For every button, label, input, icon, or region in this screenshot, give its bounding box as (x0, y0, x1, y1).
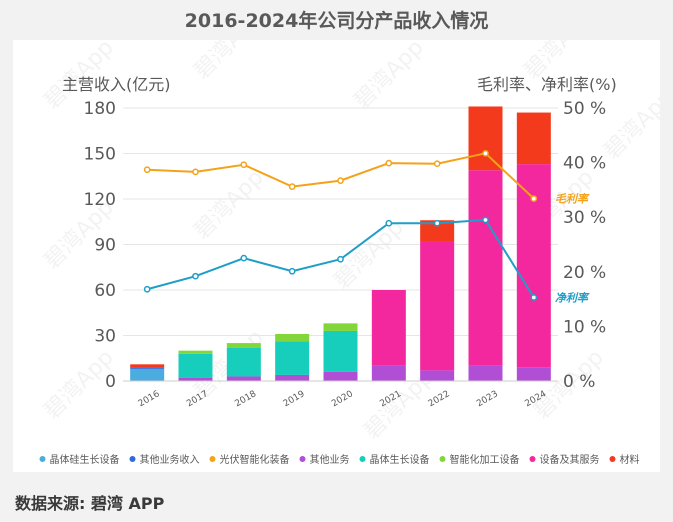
right-axis-title: 毛利率、净利率(%) (477, 75, 617, 94)
source-note: 数据来源: 碧湾 APP (15, 494, 165, 513)
bar-segment (420, 370, 455, 381)
bar-segment (516, 367, 551, 381)
line-point (240, 161, 248, 169)
watermark-text: 碧湾App (600, 85, 660, 164)
legend-label: 其他业务收入 (140, 453, 200, 466)
legend-marker (359, 456, 366, 462)
bar-segment (226, 376, 261, 381)
bar-segment (226, 347, 261, 377)
y-right-tick: 10 % (563, 317, 606, 337)
line-point (433, 219, 441, 227)
legend-label: 光伏智能化装备 (220, 453, 290, 466)
bar-segment (371, 365, 406, 381)
line-point (337, 177, 344, 184)
line-point (385, 219, 393, 227)
line-point (482, 216, 489, 224)
legend-marker (299, 456, 306, 462)
bar-segment (516, 112, 551, 165)
legend-label: 晶体硅生长设备 (50, 453, 120, 466)
line-point (192, 168, 199, 176)
bar-segment (420, 220, 455, 242)
y-right-tick: 40 % (563, 154, 606, 174)
legend-label: 其他业务 (310, 453, 350, 466)
bar-segment (178, 353, 213, 378)
line-point (192, 272, 199, 280)
legend-label: 设备及其服务 (540, 453, 600, 466)
bar-segment (323, 330, 358, 372)
watermark-text: 碧湾App (190, 40, 269, 84)
y-right-tick: 0 % (563, 372, 595, 392)
line-point (143, 166, 151, 174)
line-point (530, 195, 538, 202)
bar-segment (275, 374, 310, 381)
line-label: 净利率 (555, 291, 590, 304)
bar-segment (275, 333, 310, 342)
y-right-tick: 20 % (563, 263, 606, 283)
bar-segment (178, 350, 213, 354)
y-left-tick: 30 (94, 327, 116, 347)
y-left-tick: 120 (84, 190, 116, 210)
line-point (288, 183, 296, 190)
x-tick: 2018 (233, 389, 258, 409)
bar-segment (226, 343, 261, 348)
line-point (482, 149, 489, 157)
legend-marker (439, 456, 446, 462)
bar-segment (178, 377, 213, 381)
legend-marker (609, 456, 616, 462)
line-point (288, 267, 296, 275)
y-left-tick: 0 (105, 372, 116, 392)
y-left-tick: 150 (84, 145, 116, 165)
bar-segment (323, 371, 358, 381)
y-right-tick: 30 % (563, 208, 606, 228)
bar-segment (130, 368, 165, 381)
legend-marker (209, 456, 216, 462)
line-point (433, 160, 441, 168)
bar-segment (420, 241, 455, 371)
legend: 晶体硅生长设备 其他业务收入 光伏智能化装备 其他业务 晶体生长设备 智能化加工设备 设备及… (39, 453, 640, 466)
line-label: 毛利率 (555, 193, 590, 206)
bar-segment (468, 170, 503, 366)
line-point (337, 255, 344, 263)
line-point (530, 294, 538, 301)
y-left-tick: 90 (94, 236, 116, 256)
line-point (240, 254, 248, 262)
bar-segment (130, 367, 165, 369)
x-tick: 2022 (427, 389, 452, 409)
y-left-tick: 60 (94, 281, 116, 301)
legend-marker (129, 456, 136, 462)
legend-label: 材料 (620, 453, 640, 466)
chart-panel: 碧湾App 碧湾App 碧湾App 碧湾App 碧湾App 碧湾App 碧湾App 碧湾App… (13, 40, 660, 472)
bar-segment (371, 290, 406, 366)
bar-segment (275, 341, 310, 375)
watermark-text: 碧湾App (190, 165, 269, 244)
legend-label: 智能化加工设备 (450, 453, 520, 466)
x-tick: 2019 (282, 389, 307, 409)
bars (130, 106, 551, 381)
watermark-text: 碧湾App (350, 40, 429, 114)
legend-label: 晶体生长设备 (370, 453, 430, 466)
bar-segment (516, 164, 551, 368)
watermark-text: 碧湾App (330, 215, 409, 294)
bar-segment (468, 106, 503, 171)
bar-segment (323, 323, 358, 331)
x-tick: 2020 (330, 389, 355, 409)
left-axis-title: 主营收入(亿元) (62, 75, 171, 94)
chart-title: 2016-2024年公司分产品收入情况 (184, 10, 489, 32)
line-point (385, 159, 393, 167)
bar-segment (468, 365, 503, 381)
x-tick: 2016 (137, 389, 162, 409)
legend-marker (529, 456, 536, 462)
x-tick: 2023 (475, 389, 500, 409)
bar-segment (130, 364, 165, 368)
line-point (143, 285, 151, 293)
legend-marker (39, 456, 46, 462)
y-right-tick: 50 % (563, 99, 606, 119)
y-left-tick: 180 (84, 99, 116, 119)
